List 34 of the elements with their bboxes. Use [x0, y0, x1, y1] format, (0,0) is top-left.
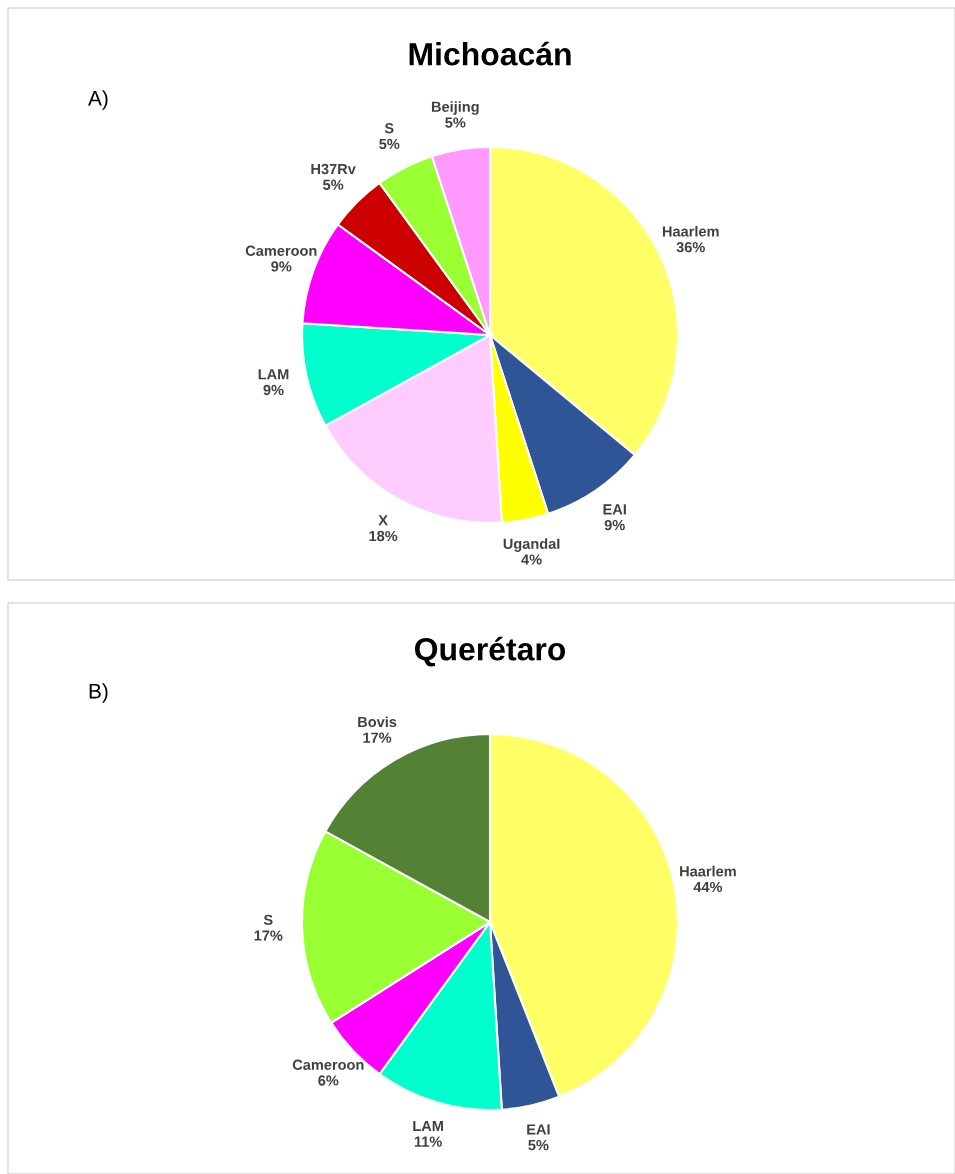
slice-label: S: [384, 123, 394, 134]
data-label: 17%: [254, 930, 283, 941]
data-label: 5%: [323, 179, 344, 190]
slice-label: S: [263, 914, 273, 926]
slice-label: EAI: [527, 1124, 550, 1135]
slice-label: X: [378, 515, 388, 526]
slice-label: LAM: [413, 1120, 443, 1131]
text: B): [89, 683, 108, 703]
slice-label: Beijing: [431, 101, 479, 115]
data-label: 17%: [363, 732, 392, 743]
slice-label: Haarlem: [680, 865, 736, 877]
slice-label: UgandaI: [503, 538, 560, 552]
chart-title: Michoacán: [409, 41, 571, 66]
data-label: 9%: [263, 384, 284, 396]
slice-label: H37Rv: [311, 163, 356, 175]
chart-title: Querétaro: [414, 636, 566, 667]
slice-label: Cameroon: [292, 1059, 364, 1070]
data-label: 44%: [693, 881, 723, 893]
slice-label: Bovis: [358, 716, 397, 728]
data-label: 4%: [521, 554, 542, 565]
data-label: 9%: [271, 261, 292, 272]
data-label: 5%: [528, 1139, 549, 1151]
data-label: 6%: [318, 1075, 339, 1086]
slice-label: Haarlem: [662, 225, 719, 237]
slice-label: LAM: [258, 369, 289, 380]
data-label: 36%: [676, 241, 705, 253]
slice-label: EAI: [603, 504, 626, 515]
data-label: 18%: [369, 530, 398, 542]
text: A): [88, 90, 108, 110]
data-label: 5%: [379, 138, 400, 150]
data-label: 9%: [604, 519, 625, 531]
data-label: 5%: [445, 117, 466, 128]
data-label: 11%: [414, 1136, 442, 1147]
slice-label: Cameroon: [245, 245, 317, 256]
